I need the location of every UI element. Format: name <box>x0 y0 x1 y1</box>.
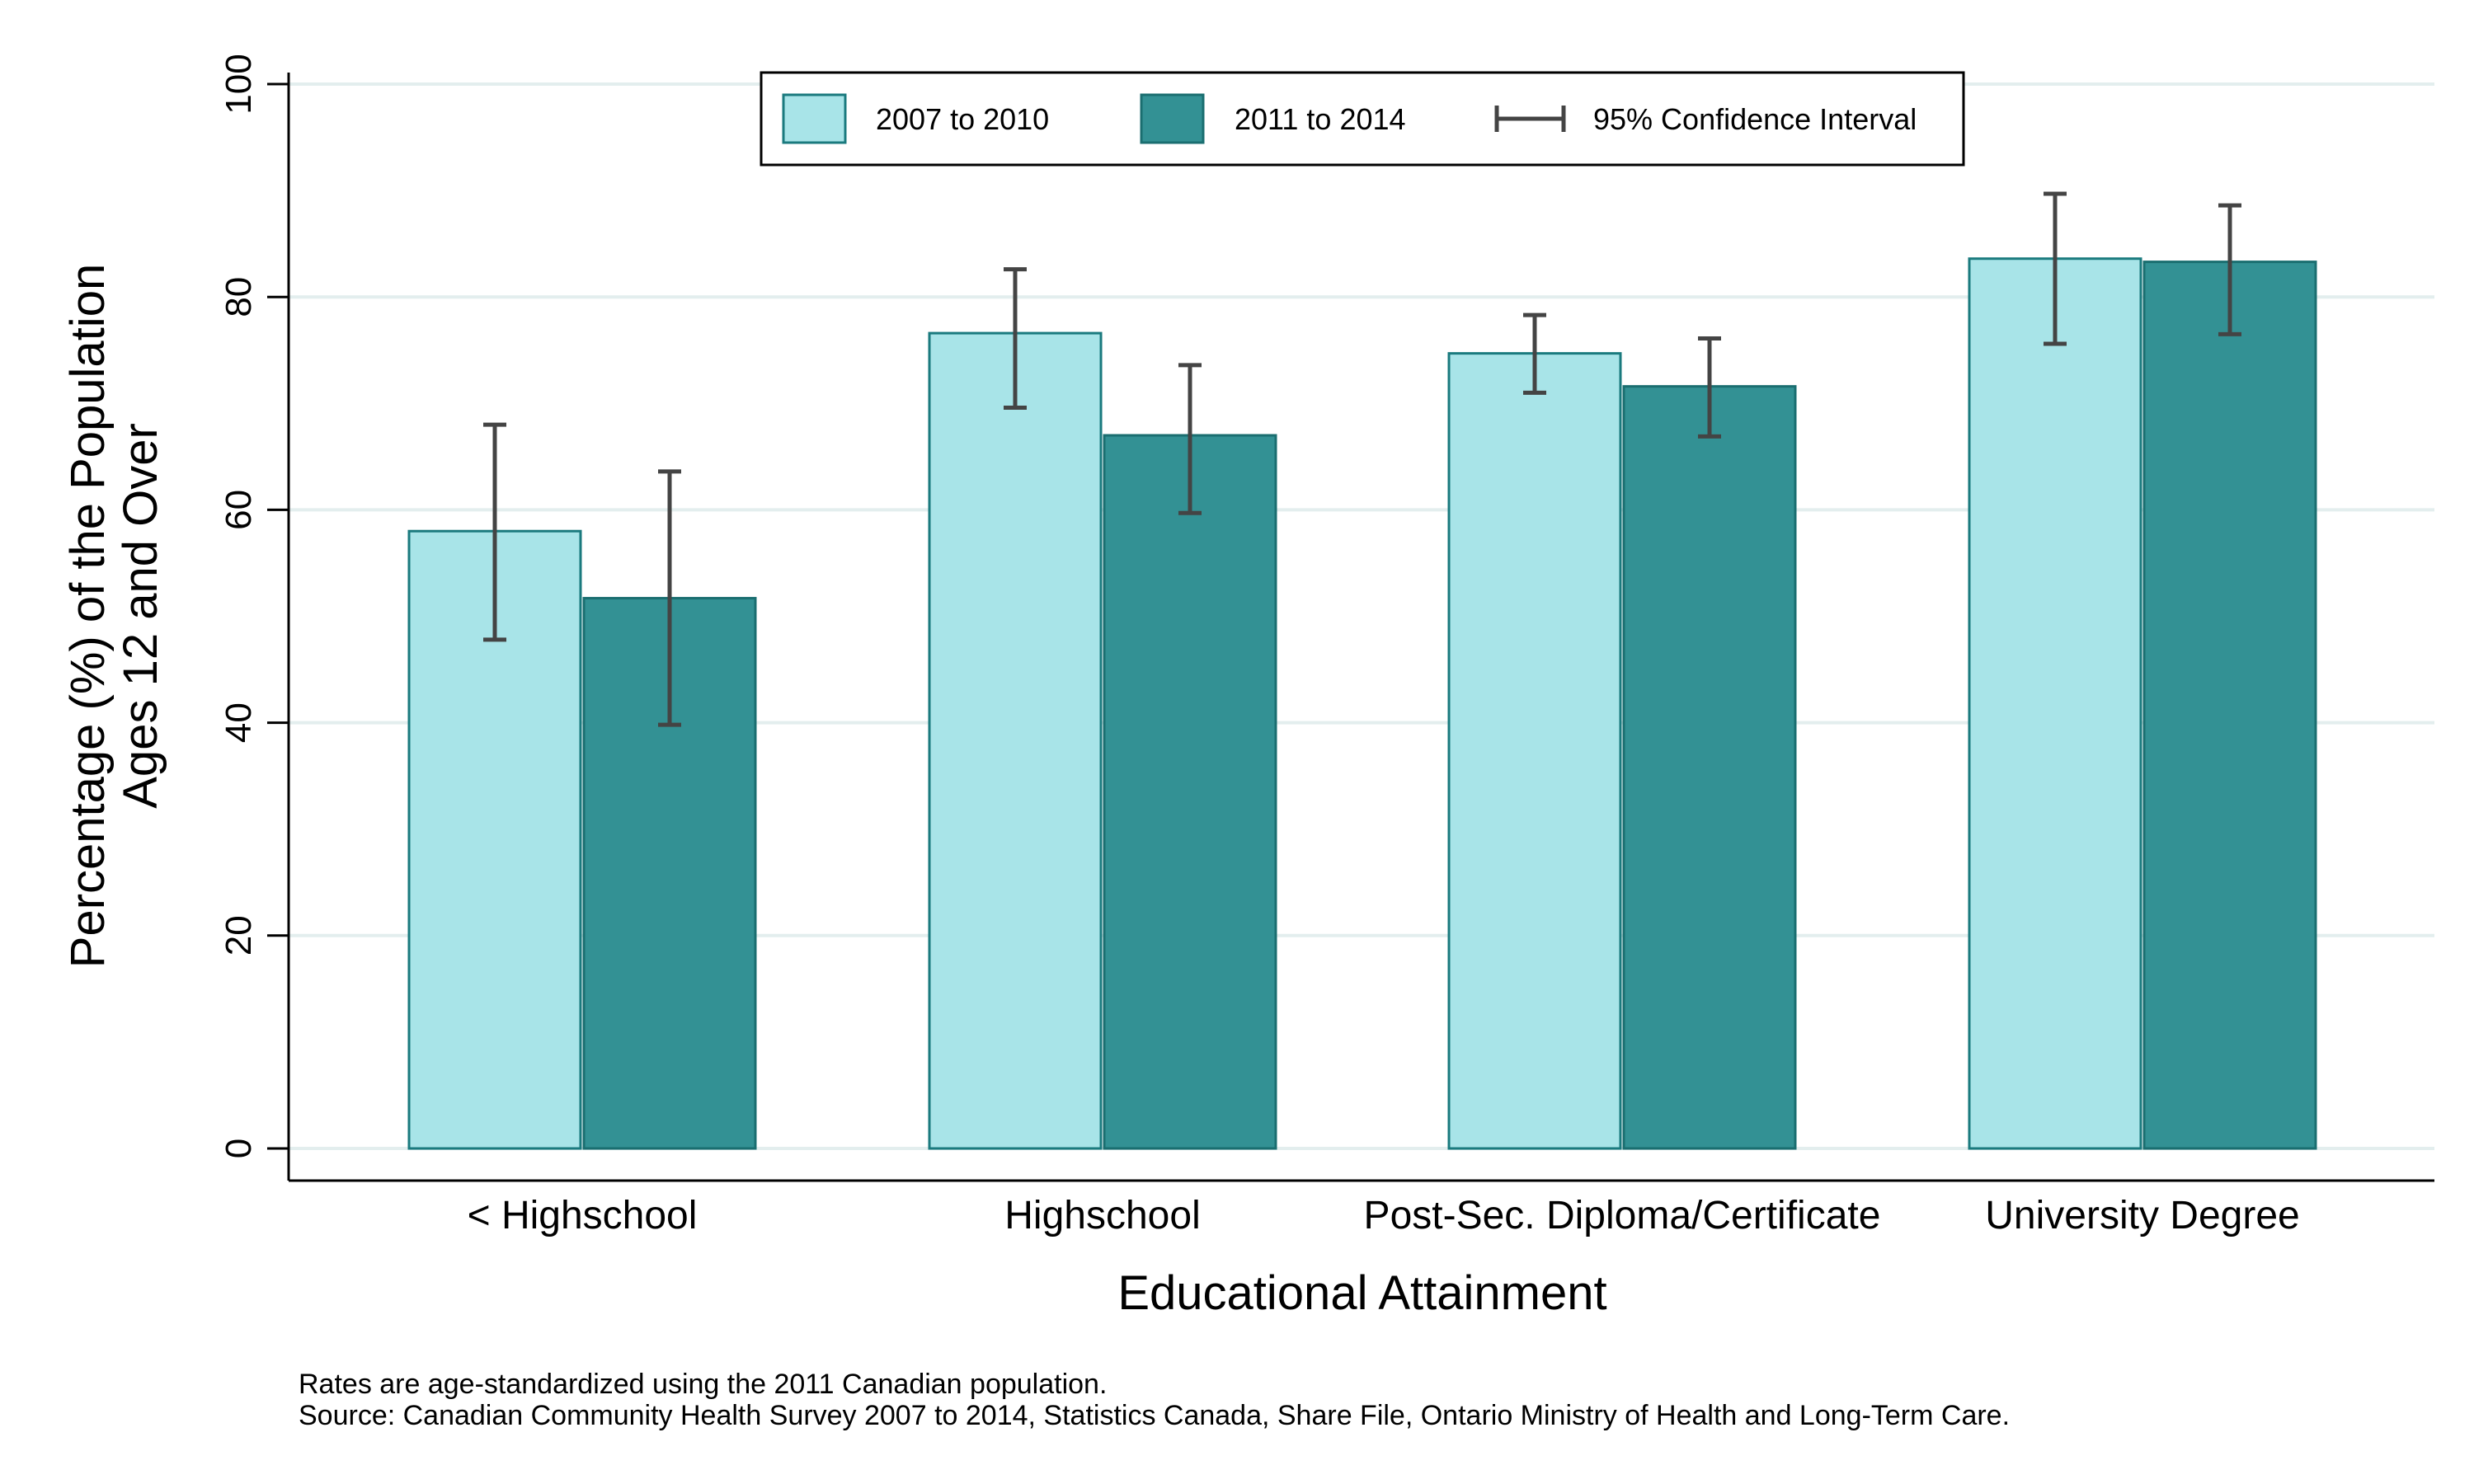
y-axis-title-line1: Percentage (%) of the Population <box>61 264 115 968</box>
legend: 2007 to 2010 2011 to 2014 95% Confidence… <box>760 71 1965 167</box>
y-tick-label: 20 <box>219 915 259 956</box>
x-axis-title: Educational Attainment <box>1117 1266 1606 1320</box>
x-category-label: < Highschool <box>468 1194 698 1237</box>
y-tick-label: 40 <box>219 702 259 743</box>
legend-box <box>760 71 1965 167</box>
y-tick-label: 0 <box>219 1139 259 1158</box>
bar-2011-2014 <box>1622 385 1797 1150</box>
x-category-labels: < Highschool Highschool Post-Sec. Diploma/… <box>468 1194 2300 1237</box>
y-axis-title-line2: Ages 12 and Over <box>114 423 167 809</box>
bars <box>407 257 2317 1150</box>
confidence-interval-icon <box>1494 106 1566 132</box>
y-ticks: 0 20 40 60 80 100 <box>219 54 289 1158</box>
legend-label-2011-2014: 2011 to 2014 <box>1235 102 1406 136</box>
legend-swatch-2011-2014 <box>1140 93 1205 144</box>
note-source: Source: Canadian Community Health Survey… <box>299 1400 2010 1431</box>
axes <box>287 73 2434 1182</box>
legend-label-2007-2010: 2007 to 2010 <box>876 102 1049 136</box>
bar-2007-2010 <box>1447 352 1622 1150</box>
legend-label-ci: 95% Confidence Interval <box>1593 102 1917 136</box>
x-category-label: University Degree <box>1985 1194 2299 1237</box>
note-age-standardized: Rates are age-standardized using the 201… <box>299 1369 1107 1400</box>
confidence-intervals <box>483 191 2241 727</box>
bar-2007-2010 <box>928 331 1103 1150</box>
y-tick-label: 60 <box>219 490 259 530</box>
legend-swatch-2007-2010 <box>782 93 847 144</box>
y-tick-label: 100 <box>219 54 259 114</box>
bar-2011-2014 <box>2142 261 2317 1150</box>
bar-2011-2014 <box>1103 434 1277 1150</box>
x-category-label: Highschool <box>1004 1194 1200 1237</box>
x-category-label: Post-Sec. Diploma/Certificate <box>1364 1194 1881 1237</box>
bar-2007-2010 <box>1968 257 2142 1150</box>
y-tick-label: 80 <box>219 277 259 317</box>
